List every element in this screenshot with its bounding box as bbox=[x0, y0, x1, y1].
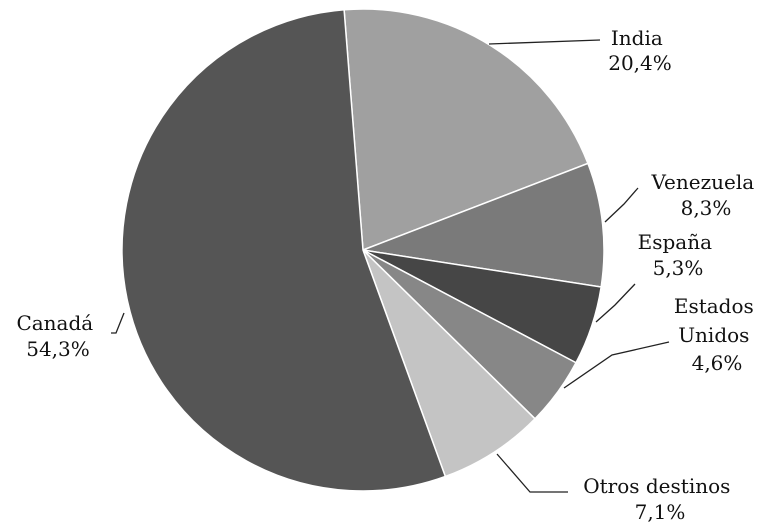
slice-label-otros-destinos: Otros destinos 7,1% bbox=[583, 474, 737, 524]
leader-line-canada bbox=[111, 312, 125, 334]
slice-label-estados-unidos: Estados Unidos 4,6% bbox=[674, 294, 760, 375]
leader-line-otros-destinos bbox=[496, 453, 568, 493]
slice-label-venezuela: Venezuela 8,3% bbox=[650, 170, 760, 220]
leader-line-espana bbox=[595, 283, 636, 323]
leader-line-estados-unidos bbox=[563, 341, 670, 389]
leader-line-venezuela bbox=[604, 187, 639, 223]
slice-label-canada: Canadá 54,3% bbox=[16, 311, 99, 361]
pie-slice-canada bbox=[121, 8, 447, 492]
pie-slice-otros-destinos bbox=[362, 249, 537, 478]
slice-labels: India 20,4% Venezuela 8,3% España 5,3% E… bbox=[16, 26, 760, 524]
pie-slice-india bbox=[343, 8, 589, 252]
leader-lines bbox=[111, 39, 670, 493]
leader-line-india bbox=[488, 39, 601, 45]
pie-slice-venezuela bbox=[360, 162, 605, 288]
slice-label-india: India 20,4% bbox=[608, 26, 672, 75]
pie-slices bbox=[121, 8, 605, 492]
slice-label-espana: España 5,3% bbox=[638, 230, 719, 280]
